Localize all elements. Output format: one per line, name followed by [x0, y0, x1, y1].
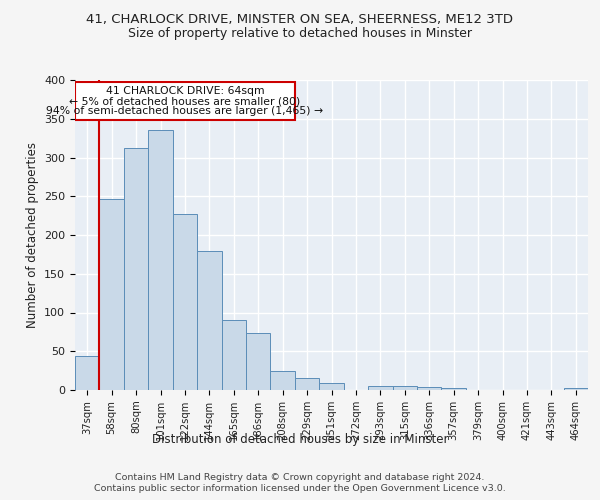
- Bar: [100, 200, 124, 390]
- Bar: [563, 388, 588, 390]
- Bar: [417, 387, 442, 390]
- Bar: [319, 383, 344, 390]
- Text: Contains HM Land Registry data © Crown copyright and database right 2024.: Contains HM Land Registry data © Crown c…: [115, 472, 485, 482]
- Bar: [173, 214, 197, 390]
- Bar: [75, 356, 100, 390]
- Bar: [246, 332, 271, 390]
- Y-axis label: Number of detached properties: Number of detached properties: [26, 142, 38, 328]
- Text: 41, CHARLOCK DRIVE, MINSTER ON SEA, SHEERNESS, ME12 3TD: 41, CHARLOCK DRIVE, MINSTER ON SEA, SHEE…: [86, 12, 514, 26]
- Bar: [197, 250, 221, 390]
- Bar: [271, 370, 295, 390]
- FancyBboxPatch shape: [75, 82, 295, 120]
- Text: Contains public sector information licensed under the Open Government Licence v3: Contains public sector information licen…: [94, 484, 506, 493]
- Bar: [392, 386, 417, 390]
- Text: 41 CHARLOCK DRIVE: 64sqm: 41 CHARLOCK DRIVE: 64sqm: [106, 86, 264, 96]
- Text: ← 5% of detached houses are smaller (80): ← 5% of detached houses are smaller (80): [70, 96, 301, 106]
- Text: 94% of semi-detached houses are larger (1,465) →: 94% of semi-detached houses are larger (…: [46, 106, 323, 117]
- Bar: [368, 386, 392, 390]
- Bar: [442, 388, 466, 390]
- Bar: [148, 130, 173, 390]
- Text: Size of property relative to detached houses in Minster: Size of property relative to detached ho…: [128, 28, 472, 40]
- Text: Distribution of detached houses by size in Minster: Distribution of detached houses by size …: [152, 432, 448, 446]
- Bar: [124, 148, 148, 390]
- Bar: [221, 320, 246, 390]
- Bar: [295, 378, 319, 390]
